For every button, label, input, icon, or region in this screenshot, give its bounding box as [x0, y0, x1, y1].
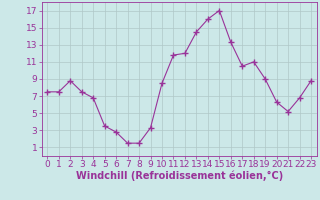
X-axis label: Windchill (Refroidissement éolien,°C): Windchill (Refroidissement éolien,°C)	[76, 171, 283, 181]
